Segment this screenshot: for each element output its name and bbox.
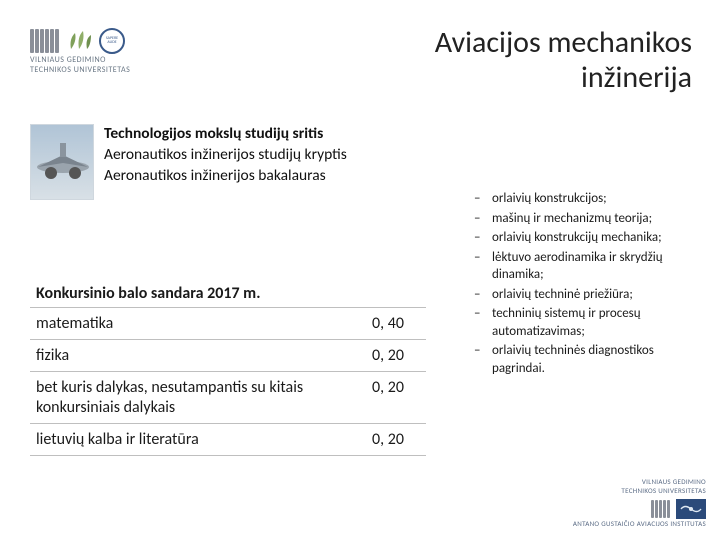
- bullet-text: techninių sistemų ir procesų automatizav…: [492, 305, 700, 340]
- intro-text: Technologijos mokslų studijų sritis Aero…: [104, 124, 347, 200]
- topic-list: –orlaivių konstrukcijos; –mašinų ir mech…: [474, 190, 700, 379]
- title-line2: inžinerija: [435, 61, 692, 96]
- bullet-text: mašinų ir mechanizmų teorija;: [492, 210, 652, 228]
- intro-line3: Aeronautikos inžinerijos bakalauras: [104, 166, 347, 187]
- university-name: VILNIAUS GEDIMINO TECHNIKOS UNIVERSITETA…: [30, 56, 210, 75]
- bullet-text: lėktuvo aerodinamika ir skrydžių dinamik…: [492, 249, 700, 284]
- subject-cell: lietuvių kalba ir literatūra: [30, 423, 366, 455]
- score-table: Konkursinio balo sandara 2017 m. matemat…: [30, 280, 426, 456]
- table-row: lietuvių kalba ir literatūra 0, 20: [30, 423, 426, 455]
- dash-icon: –: [474, 190, 484, 208]
- list-item: –orlaivių konstrukcijos;: [474, 190, 700, 208]
- bullet-text: orlaivių konstrukcijos;: [492, 190, 607, 208]
- subject-cell: fizika: [30, 340, 366, 372]
- table-row: fizika 0, 20: [30, 340, 426, 372]
- weight-cell: 0, 40: [366, 308, 426, 340]
- page-title: Aviacijos mechanikos inžinerija: [435, 26, 692, 95]
- intro-line2: Aeronautikos inžinerijos studijų kryptis: [104, 145, 347, 166]
- weight-cell: 0, 20: [366, 423, 426, 455]
- table-header: Konkursinio balo sandara 2017 m.: [30, 280, 426, 308]
- list-item: –orlaivių konstrukcijų mechanika;: [474, 229, 700, 247]
- intro-block: Technologijos mokslų studijų sritis Aero…: [30, 124, 347, 200]
- leaves-icon: [65, 29, 93, 53]
- table-body: matematika 0, 40 fizika 0, 20 bet kuris …: [30, 308, 426, 456]
- footer-line3: ANTANO GUSTAIČIO AVIACIJOS INSTITUTAS: [573, 520, 706, 528]
- subject-cell: matematika: [30, 308, 366, 340]
- table-row: matematika 0, 40: [30, 308, 426, 340]
- list-item: –lėktuvo aerodinamika ir skrydžių dinami…: [474, 249, 700, 284]
- dash-icon: –: [474, 210, 484, 228]
- footer-logo: VILNIAUS GEDIMINO TECHNIKOS UNIVERSITETA…: [573, 478, 706, 528]
- dash-icon: –: [474, 286, 484, 304]
- intro-line1: Technologijos mokslų studijų sritis: [104, 124, 347, 145]
- weight-cell: 0, 20: [366, 340, 426, 372]
- motto-icon: SAPERE AUDE: [99, 28, 125, 54]
- footer-icon-row: [651, 499, 706, 519]
- list-item: –mašinų ir mechanizmų teorija;: [474, 210, 700, 228]
- list-item: –orlaivių techninė priežiūra;: [474, 286, 700, 304]
- bullet-text: orlaivių techninės diagnostikos pagrinda…: [492, 342, 700, 377]
- list-item: –orlaivių techninės diagnostikos pagrind…: [474, 342, 700, 377]
- bullet-text: orlaivių techninė priežiūra;: [492, 286, 633, 304]
- wing-badge-icon: [676, 499, 706, 519]
- weight-cell: 0, 20: [366, 372, 426, 423]
- motto-text: SAPERE AUDE: [101, 37, 123, 45]
- university-logo-top: SAPERE AUDE VILNIAUS GEDIMINO TECHNIKOS …: [30, 28, 210, 84]
- subject-cell: bet kuris dalykas, nesutampantis su kita…: [30, 372, 366, 423]
- columns-icon: [30, 29, 59, 53]
- aircraft-thumbnail: [30, 124, 94, 200]
- uni-line2: TECHNIKOS UNIVERSITETAS: [30, 66, 210, 76]
- footer-line1: VILNIAUS GEDIMINO: [642, 478, 706, 486]
- dash-icon: –: [474, 249, 484, 284]
- logo-icon-row: SAPERE AUDE: [30, 28, 210, 54]
- list-item: –techninių sistemų ir procesų automatiza…: [474, 305, 700, 340]
- bullet-text: orlaivių konstrukcijų mechanika;: [492, 229, 662, 247]
- dash-icon: –: [474, 229, 484, 247]
- dash-icon: –: [474, 305, 484, 340]
- title-line1: Aviacijos mechanikos: [435, 26, 692, 61]
- dash-icon: –: [474, 342, 484, 377]
- table-row: bet kuris dalykas, nesutampantis su kita…: [30, 372, 426, 423]
- footer-line2: TECHNIKOS UNIVERSITETAS: [621, 487, 706, 495]
- columns-icon: [651, 500, 670, 518]
